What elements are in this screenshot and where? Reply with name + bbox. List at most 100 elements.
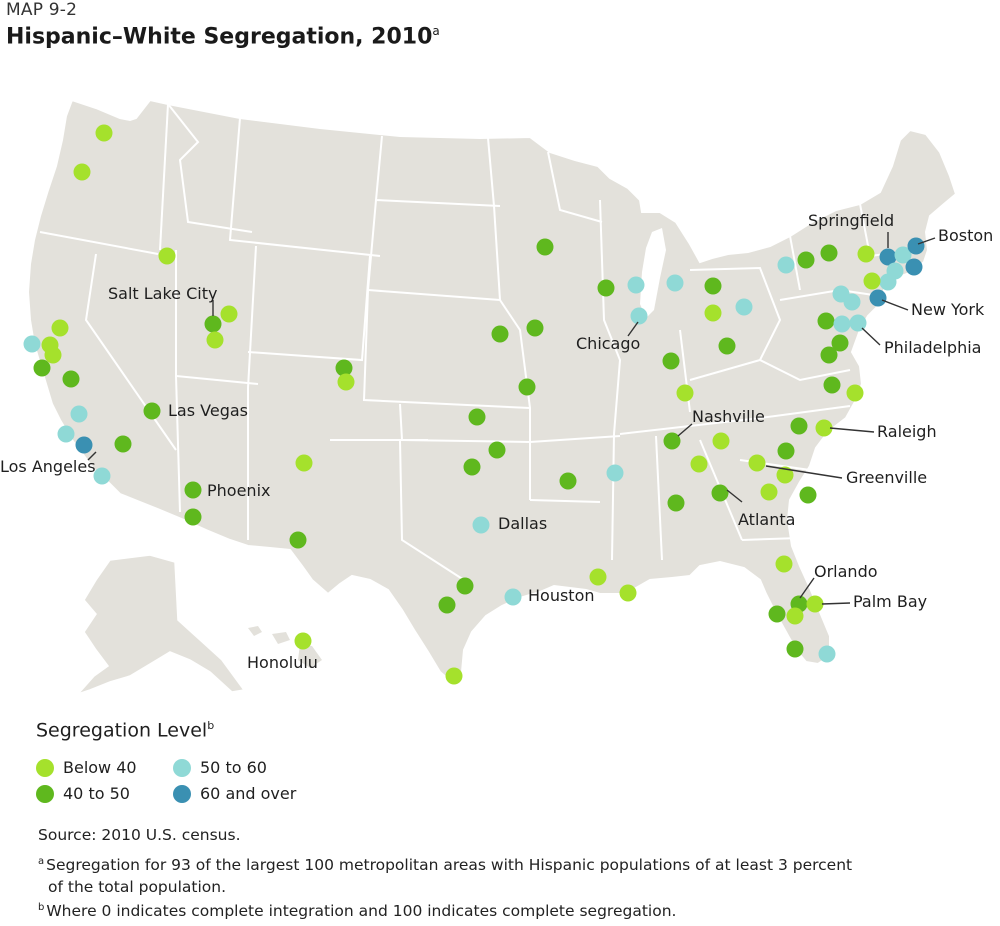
metro-marker-below-40 bbox=[748, 454, 766, 472]
metro-marker-50-to-60 bbox=[57, 425, 75, 443]
metro-marker-below-40 bbox=[445, 667, 463, 685]
metro-marker-40-to-50 bbox=[790, 417, 808, 435]
metro-marker-50-to-60 bbox=[777, 256, 795, 274]
legend-label: 50 to 60 bbox=[200, 758, 267, 777]
metro-marker-50-to-60 bbox=[606, 464, 624, 482]
label-los-angeles: Los Angeles bbox=[0, 457, 96, 476]
metro-marker-50-to-60 bbox=[735, 298, 753, 316]
metro-marker-below-40 bbox=[704, 304, 722, 322]
legend-label: 60 and over bbox=[200, 784, 297, 803]
metro-marker-below-40 bbox=[158, 247, 176, 265]
metro-marker-below-40 bbox=[786, 607, 804, 625]
metro-marker-40-to-50 bbox=[204, 315, 222, 333]
metro-marker-40-to-50 bbox=[526, 319, 544, 337]
legend-swatch-50-to-60 bbox=[173, 758, 191, 777]
metro-marker-50-to-60 bbox=[627, 276, 645, 294]
metro-marker-60-and-over bbox=[905, 258, 923, 276]
legend-swatch-below-40 bbox=[36, 758, 54, 777]
metro-marker-40-to-50 bbox=[491, 325, 509, 343]
legend-item-60-and-over: 60 and over bbox=[173, 784, 296, 803]
label-boston: Boston bbox=[938, 226, 993, 245]
label-raleigh: Raleigh bbox=[877, 422, 937, 441]
metro-marker-40-to-50 bbox=[488, 441, 506, 459]
hawaii-shape bbox=[248, 626, 322, 668]
title-text: Hispanic–White Segregation, 2010 bbox=[6, 24, 433, 50]
leader-line bbox=[917, 237, 936, 245]
metro-marker-40-to-50 bbox=[704, 277, 722, 295]
metro-marker-below-40 bbox=[73, 163, 91, 181]
label-las-vegas: Las Vegas bbox=[168, 401, 248, 420]
metro-markers bbox=[23, 124, 925, 685]
metro-marker-40-to-50 bbox=[184, 481, 202, 499]
metro-marker-below-40 bbox=[760, 483, 778, 501]
metro-marker-below-40 bbox=[295, 454, 313, 472]
metro-marker-below-40 bbox=[815, 419, 833, 437]
label-dallas: Dallas bbox=[498, 514, 547, 533]
metro-marker-40-to-50 bbox=[463, 458, 481, 476]
metro-marker-50-to-60 bbox=[23, 335, 41, 353]
label-phoenix: Phoenix bbox=[207, 481, 270, 500]
metro-marker-50-to-60 bbox=[504, 588, 522, 606]
metro-marker-50-to-60 bbox=[843, 293, 861, 311]
label-leaders bbox=[87, 232, 936, 605]
metro-marker-50-to-60 bbox=[630, 307, 648, 325]
metro-marker-40-to-50 bbox=[289, 531, 307, 549]
map-number: MAP 9-2 bbox=[6, 0, 78, 20]
footnote-a-continued: of the total population. bbox=[48, 878, 227, 896]
metro-marker-60-and-over bbox=[879, 248, 897, 266]
legend-item-40-to-50: 40 to 50 bbox=[36, 784, 130, 803]
label-palm-bay: Palm Bay bbox=[853, 592, 927, 611]
metro-marker-40-to-50 bbox=[817, 312, 835, 330]
metro-marker-60-and-over bbox=[869, 289, 887, 307]
legend-swatch-40-to-50 bbox=[36, 784, 54, 803]
legend-label: 40 to 50 bbox=[63, 784, 130, 803]
metro-marker-40-to-50 bbox=[456, 577, 474, 595]
metro-marker-50-to-60 bbox=[879, 273, 897, 291]
legend-swatch-60-and-over bbox=[173, 784, 191, 803]
label-nashville: Nashville bbox=[692, 407, 765, 426]
metro-marker-40-to-50 bbox=[597, 279, 615, 297]
label-greenville: Greenville bbox=[846, 468, 927, 487]
metro-marker-40-to-50 bbox=[786, 640, 804, 658]
metro-marker-below-40 bbox=[619, 584, 637, 602]
metro-marker-40-to-50 bbox=[820, 346, 838, 364]
city-labels: Salt Lake City Las Vegas Los Angeles Pho… bbox=[0, 211, 993, 672]
leader-line bbox=[677, 423, 693, 437]
footnote-b-text: Where 0 indicates complete integration a… bbox=[46, 902, 677, 920]
label-orlando: Orlando bbox=[814, 562, 878, 581]
metro-marker-below-40 bbox=[337, 373, 355, 391]
metro-marker-below-40 bbox=[294, 632, 312, 650]
leader-line bbox=[799, 577, 815, 599]
metro-marker-40-to-50 bbox=[335, 359, 353, 377]
metro-marker-below-40 bbox=[95, 124, 113, 142]
label-springfield: Springfield bbox=[808, 211, 894, 230]
metro-marker-below-40 bbox=[220, 305, 238, 323]
metro-marker-below-40 bbox=[676, 384, 694, 402]
us-map: Salt Lake City Las Vegas Los Angeles Pho… bbox=[0, 98, 993, 696]
metro-marker-50-to-60 bbox=[833, 315, 851, 333]
metro-marker-50-to-60 bbox=[472, 516, 490, 534]
alaska-shape bbox=[75, 554, 246, 696]
legend-title-text: Segregation Level bbox=[36, 719, 208, 742]
metro-marker-40-to-50 bbox=[33, 359, 51, 377]
leader-line bbox=[726, 489, 743, 503]
metro-marker-40-to-50 bbox=[777, 442, 795, 460]
metro-marker-40-to-50 bbox=[799, 486, 817, 504]
metro-marker-below-40 bbox=[712, 432, 730, 450]
leader-line bbox=[821, 602, 851, 605]
metro-marker-50-to-60 bbox=[666, 274, 684, 292]
metro-marker-below-40 bbox=[857, 245, 875, 263]
label-new-york: New York bbox=[911, 300, 985, 319]
label-chicago: Chicago bbox=[576, 334, 640, 353]
label-salt-lake-city: Salt Lake City bbox=[108, 284, 217, 303]
metro-marker-40-to-50 bbox=[536, 238, 554, 256]
metro-marker-40-to-50 bbox=[831, 334, 849, 352]
metro-marker-40-to-50 bbox=[559, 472, 577, 490]
metro-marker-50-to-60 bbox=[894, 246, 912, 264]
legend-item-50-to-60: 50 to 60 bbox=[173, 758, 267, 777]
metro-marker-below-40 bbox=[206, 331, 224, 349]
metro-marker-below-40 bbox=[690, 455, 708, 473]
leader-line bbox=[87, 451, 97, 461]
legend-title: Segregation Levelb bbox=[36, 719, 214, 741]
lake-michigan-shape bbox=[640, 228, 666, 318]
